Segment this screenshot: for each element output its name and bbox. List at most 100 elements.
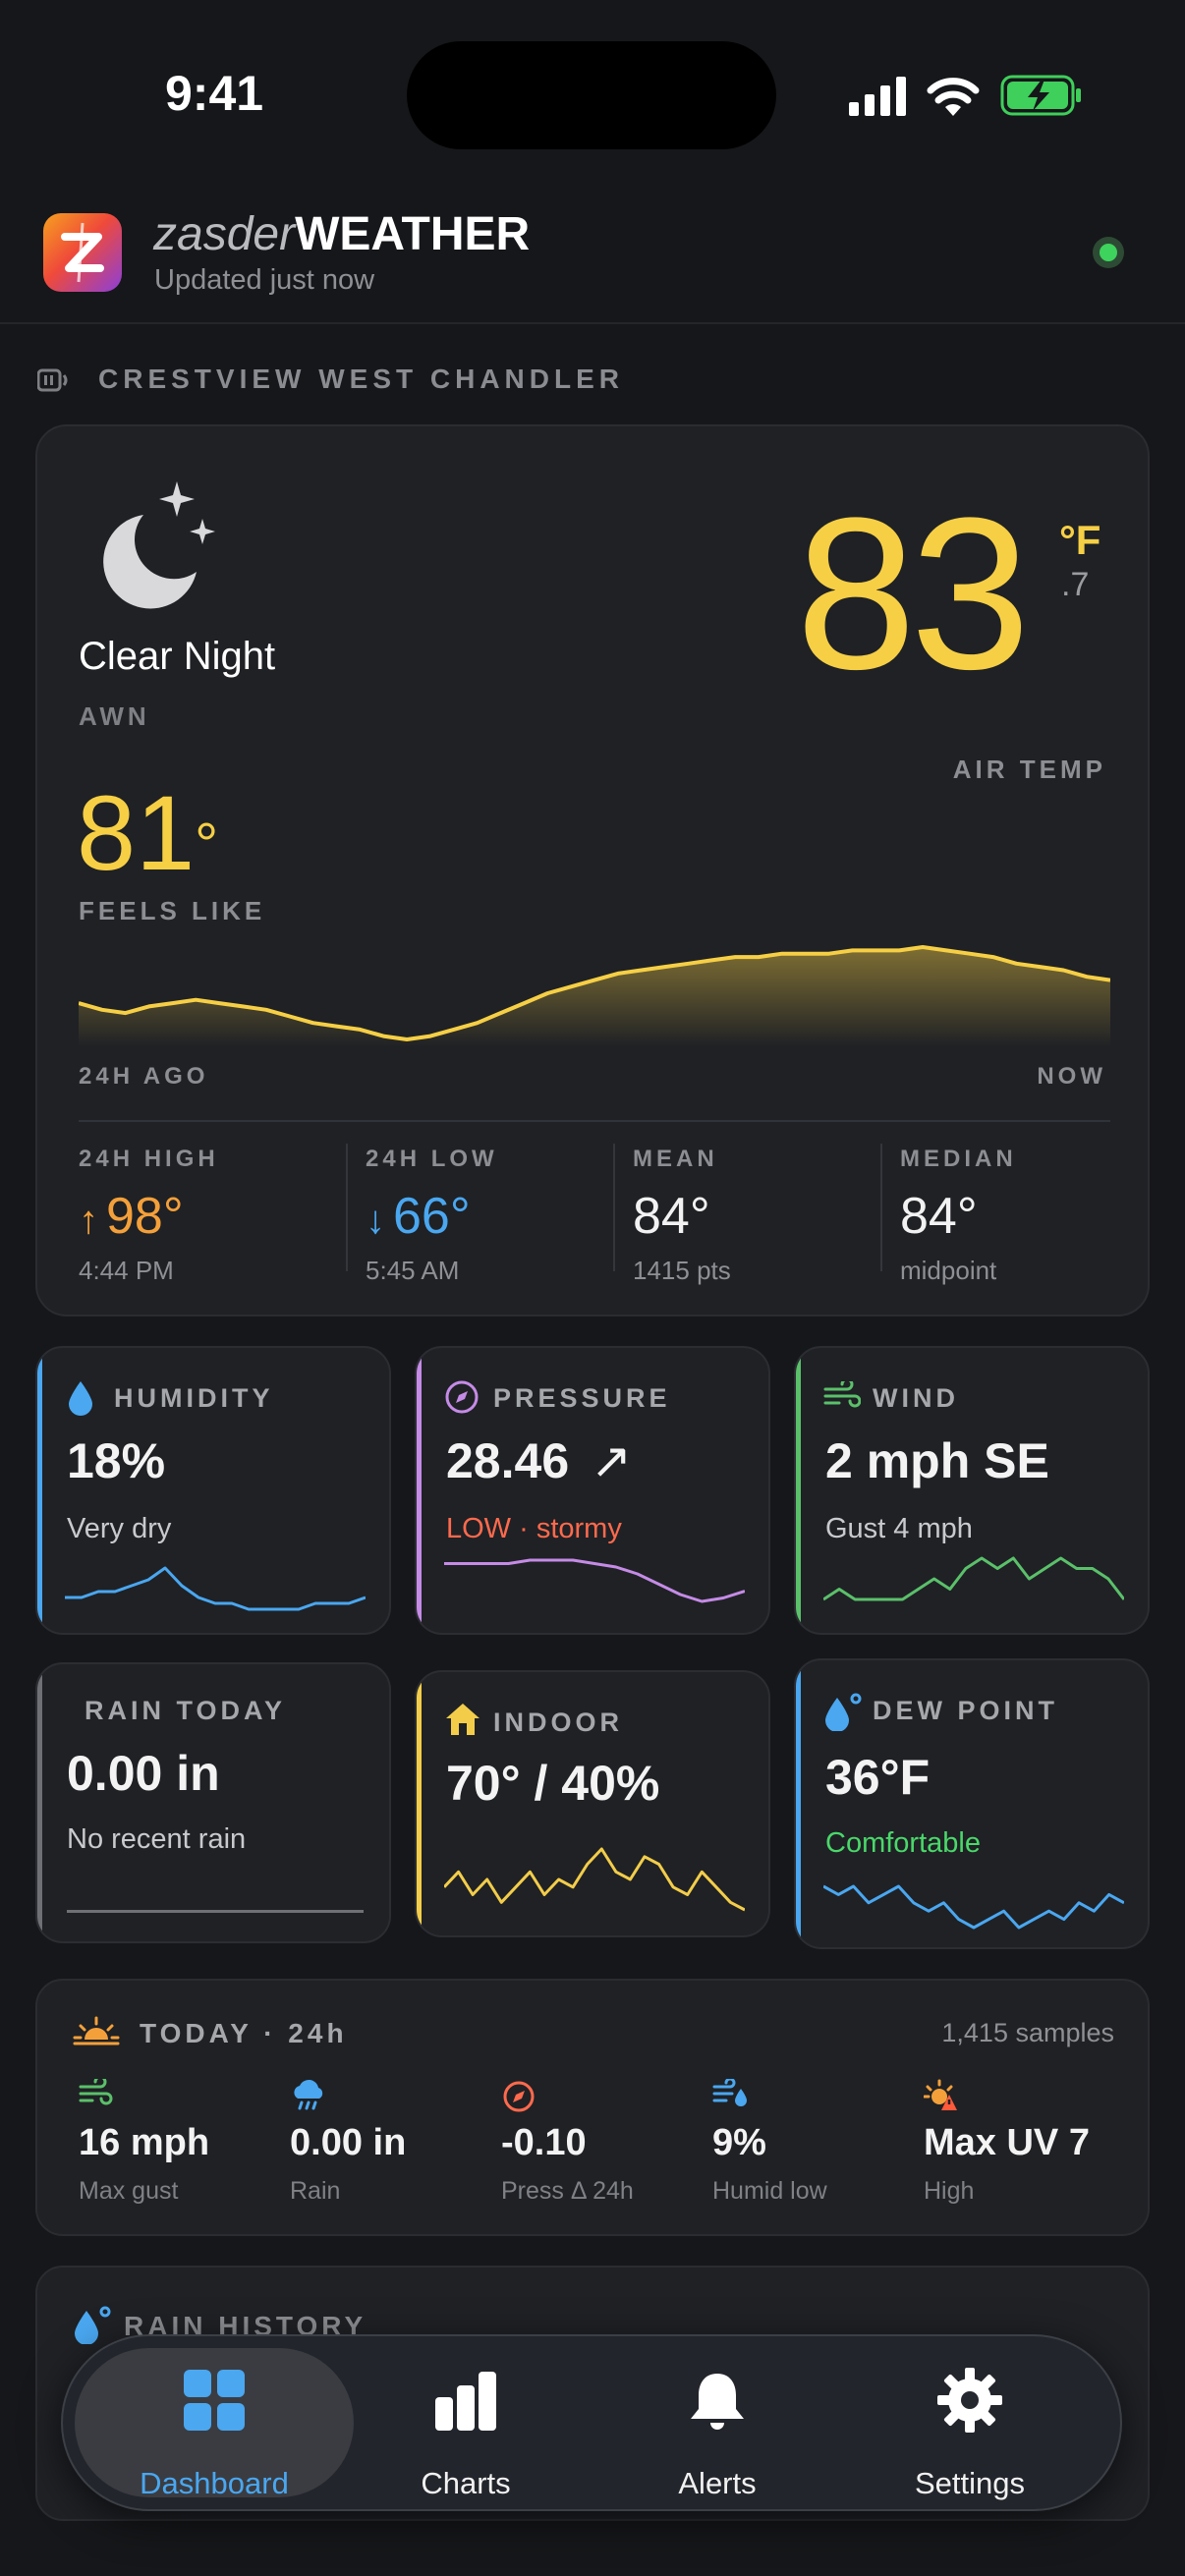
app-logo (43, 213, 122, 292)
pressure-sub: LOW · stormy (446, 1513, 622, 1544)
rain-sub: No recent rain (67, 1823, 247, 1855)
today-title: TODAY · 24h (140, 2018, 348, 2048)
dew-sparkline (823, 1884, 1124, 1930)
stat-value: ↓ 66° (366, 1187, 592, 1246)
today-item-1: 0.00 in Rain (284, 2079, 490, 2216)
wifi-icon (927, 78, 980, 116)
gear-icon (937, 2368, 1002, 2433)
sparkline-line (823, 1556, 1124, 1601)
stat-value: ↑ 98° (79, 1187, 324, 1246)
tab-label: Charts (421, 2466, 511, 2500)
feels-like-number: 81 (77, 773, 196, 892)
temp-24h-sparkline (79, 945, 1110, 1047)
pressure-value: 28.46 ↗ (446, 1432, 632, 1489)
stat-value-text: 66° (393, 1188, 471, 1245)
today-item-value: 0.00 in (290, 2122, 407, 2163)
today-item-label: Max gust (79, 2177, 179, 2205)
today-stats-row: 16 mph Max gust 0.00 in Rain -0.10 Press Δ 24… (73, 2079, 1124, 2216)
dew-point-tile[interactable]: DEW POINT 36°F Comfortable (794, 1658, 1150, 1949)
pressure-title: PRESSURE (493, 1383, 671, 1413)
pressure-number: 28.46 (446, 1433, 570, 1488)
temp-unit: °F (1059, 517, 1101, 563)
today-item-label: Rain (290, 2177, 341, 2205)
indoor-value: 70° / 40% (446, 1756, 660, 1811)
app-header: zasderWEATHER Updated just now (0, 192, 1185, 324)
tab-dashboard[interactable]: Dashboard (106, 2356, 322, 2503)
today-item-value: 9% (712, 2122, 766, 2163)
wind-title: WIND (873, 1383, 959, 1413)
droplet-icon (69, 1381, 92, 1416)
sparkline-line (823, 1884, 1124, 1930)
station-name: CRESTVIEW WEST CHANDLER (98, 364, 624, 394)
house-icon (446, 1704, 480, 1735)
rain-history-droplet-icon (75, 2306, 111, 2344)
tab-alerts[interactable]: Alerts (609, 2356, 825, 2503)
stat-sub: 1415 pts (633, 1256, 731, 1285)
today-item-0: 16 mph Max gust (73, 2079, 279, 2216)
logo-z-icon (61, 222, 104, 283)
stat-value: 84° (633, 1187, 859, 1246)
stat-col-3: MEDIAN 84° midpoint (880, 1144, 1126, 1285)
indoor-title: INDOOR (493, 1708, 623, 1737)
bar-chart-icon (435, 2372, 496, 2431)
pressure-accent-bar (417, 1348, 422, 1633)
brand-bold: WEATHER (295, 208, 531, 260)
battery-charging-icon (1000, 75, 1081, 116)
tab-label: Dashboard (140, 2466, 289, 2500)
active-tab-pill (75, 2348, 354, 2497)
stat-col-1: 24H LOW ↓ 66° 5:45 AM (346, 1144, 592, 1285)
brand-light: zasder (153, 208, 296, 260)
humidity-tile[interactable]: HUMIDITY 18% Very dry (35, 1346, 391, 1635)
tab-settings[interactable]: Settings (862, 2356, 1078, 2503)
live-indicator (1093, 237, 1124, 268)
sunset-icon (73, 2016, 120, 2045)
pressure-arrow: ↗ (591, 1433, 633, 1488)
rain-flat-line (67, 1910, 364, 1913)
today-samples: 1,415 samples (941, 2018, 1114, 2047)
updated-status: Updated just now (154, 264, 375, 296)
stat-label: MEAN (633, 1146, 718, 1172)
feels-like-value: 81° (77, 774, 218, 892)
sparkline-line (79, 945, 1110, 1041)
wind-tile[interactable]: WIND 2 mph SE Gust 4 mph (794, 1346, 1150, 1635)
pressure-sparkline (444, 1558, 745, 1603)
current-conditions-card[interactable]: Clear Night AWN 83 °F .7 AIR TEMP 81° FE… (35, 424, 1150, 1316)
station-icon (37, 368, 68, 392)
dew-value: 36°F (825, 1750, 931, 1805)
wind-accent-bar (796, 1348, 801, 1633)
feels-like-label: FEELS LIKE (79, 896, 266, 925)
tab-label: Settings (914, 2466, 1025, 2500)
indoor-sparkline (444, 1847, 745, 1912)
stat-label: 24H LOW (366, 1146, 498, 1172)
indoor-tile[interactable]: INDOOR 70° / 40% (415, 1670, 770, 1937)
bell-icon (691, 2374, 744, 2430)
temp-decimal: .7 (1061, 566, 1090, 603)
spark-right-label: NOW (1037, 1063, 1106, 1090)
rain-title: RAIN TODAY (85, 1696, 287, 1725)
moon-stars-icon (103, 481, 215, 609)
stat-label: MEDIAN (900, 1146, 1017, 1172)
rain-value: 0.00 in (67, 1746, 220, 1801)
stat-sub: midpoint (900, 1256, 997, 1285)
humidity-title: HUMIDITY (114, 1383, 274, 1413)
humidity-sparkline (65, 1566, 366, 1611)
indoor-accent-bar (417, 1672, 422, 1935)
rain-cloud-icon (294, 2079, 323, 2110)
wind-icon (823, 1381, 861, 1408)
stat-value-text: 84° (633, 1188, 710, 1245)
today-item-label: Humid low (712, 2177, 827, 2205)
today-summary-card[interactable]: TODAY · 24h 1,415 samples 16 mph Max gust… (35, 1979, 1150, 2236)
humidity-sub: Very dry (67, 1513, 172, 1544)
sparkline-line (444, 1558, 745, 1603)
today-item-label: Press Δ 24h (501, 2177, 634, 2205)
spark-left-label: 24H AGO (79, 1063, 209, 1090)
gauge-icon (503, 2081, 535, 2112)
stat-value-text: 84° (900, 1188, 978, 1245)
rain-today-tile[interactable]: RAIN TODAY 0.00 in No recent rain (35, 1662, 391, 1943)
compass-gauge-icon (445, 1380, 479, 1414)
wind-sub: Gust 4 mph (825, 1513, 973, 1544)
tab-charts[interactable]: Charts (358, 2356, 574, 2503)
uv-sun-icon (924, 2079, 957, 2110)
today-item-4: Max UV 7 High (918, 2079, 1124, 2216)
pressure-tile[interactable]: PRESSURE 28.46 ↗ LOW · stormy (415, 1346, 770, 1635)
